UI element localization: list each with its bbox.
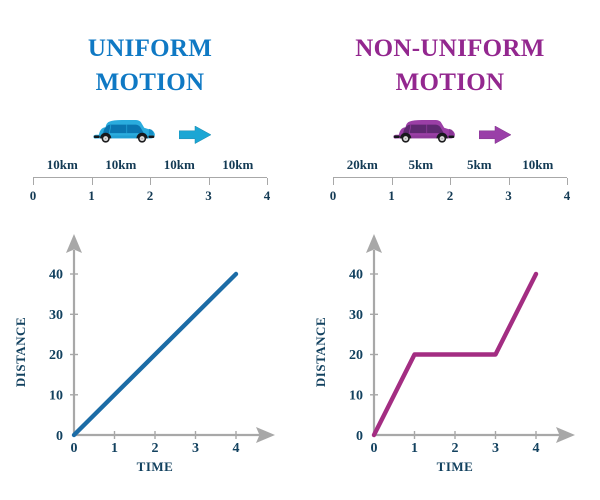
svg-text:0: 0 — [371, 441, 378, 456]
svg-text:0: 0 — [71, 441, 78, 456]
svg-text:1: 1 — [411, 441, 418, 456]
svg-text:3: 3 — [492, 441, 499, 456]
svg-text:3: 3 — [192, 441, 199, 456]
svg-text:1: 1 — [111, 441, 118, 456]
svg-text:2: 2 — [152, 441, 159, 456]
svg-text:40: 40 — [49, 268, 63, 283]
svg-text:0: 0 — [56, 429, 63, 444]
svg-text:0: 0 — [356, 429, 363, 444]
svg-text:30: 30 — [49, 308, 63, 323]
svg-text:10: 10 — [49, 389, 63, 404]
svg-text:10: 10 — [349, 389, 363, 404]
svg-text:40: 40 — [349, 268, 363, 283]
svg-text:4: 4 — [233, 441, 240, 456]
svg-text:30: 30 — [349, 308, 363, 323]
svg-text:2: 2 — [452, 441, 459, 456]
svg-text:4: 4 — [533, 441, 540, 456]
svg-text:20: 20 — [349, 348, 363, 363]
svg-text:20: 20 — [49, 348, 63, 363]
